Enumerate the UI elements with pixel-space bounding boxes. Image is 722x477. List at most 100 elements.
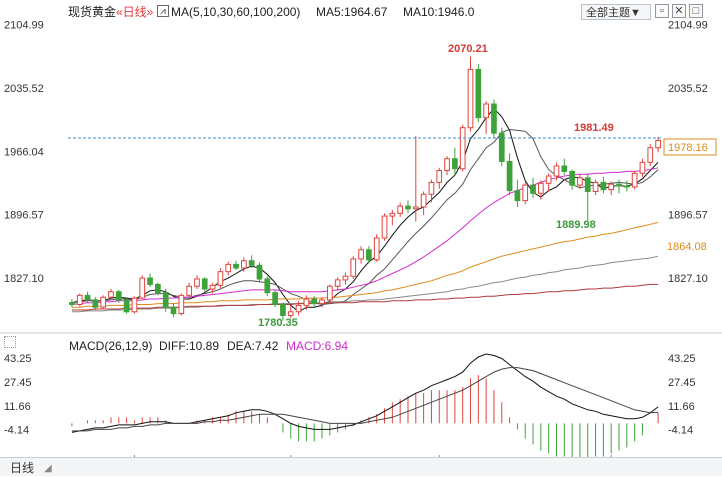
candle-body	[514, 190, 521, 202]
candle-body	[186, 285, 192, 296]
square-icon[interactable]: ▫	[655, 4, 669, 18]
candle-body	[545, 175, 552, 184]
macd-dea-value: DEA:7.42	[227, 339, 279, 353]
candle-body	[295, 304, 302, 313]
candle-body	[389, 212, 396, 217]
candle-body	[475, 68, 482, 119]
candle-body	[405, 205, 411, 210]
candlesticks	[69, 56, 661, 321]
close-x-icon[interactable]: ✕	[672, 4, 686, 18]
candle-body	[123, 299, 130, 313]
y-tick-label-left: 2104.99	[4, 20, 44, 32]
candle-body	[397, 205, 404, 214]
candle-body	[256, 264, 263, 280]
candle-body	[217, 271, 224, 286]
candle-body	[248, 260, 255, 266]
candle-body	[303, 298, 310, 306]
macd-dea-line	[71, 367, 659, 432]
ma10-value: MA10:1946.0	[403, 5, 475, 19]
candle-body	[147, 277, 153, 285]
candle-body	[553, 165, 560, 177]
candle-body	[600, 181, 607, 191]
candle-body	[444, 158, 450, 172]
y-tick-label-right: 1896.57	[668, 210, 708, 222]
candle-body	[209, 284, 216, 290]
candle-body	[366, 249, 372, 261]
current-price-box	[663, 138, 717, 156]
candle-body	[381, 215, 388, 239]
y-tick-label-left: 1966.04	[4, 146, 44, 158]
candle-body	[241, 260, 247, 269]
candle-body	[194, 278, 200, 287]
annotation-low-right: 1889.98	[556, 219, 596, 231]
ma-indicator-icon: ⩘	[157, 5, 169, 17]
ma-line-ma200	[71, 283, 659, 311]
candle-body	[639, 161, 646, 174]
candle-body	[178, 294, 185, 315]
theme-dropdown-button[interactable]: 全部主题▼	[581, 4, 651, 20]
annotation-recent-high: 1981.49	[574, 122, 614, 134]
ma-line-ma100	[71, 255, 659, 313]
macd-y-tick-label-left: 11.66	[4, 401, 31, 413]
candle-body	[623, 185, 630, 188]
tab-triangle-icon: ◢	[44, 463, 52, 474]
candle-body	[100, 296, 107, 308]
candle-body	[538, 182, 544, 194]
candle-body	[420, 193, 427, 208]
macd-y-tick-label-left: 27.45	[4, 377, 32, 389]
frame-icon[interactable]: □	[689, 4, 703, 18]
candle-body	[287, 311, 294, 316]
candle-body	[569, 170, 575, 186]
candle-body	[561, 165, 568, 172]
candle-body	[233, 263, 239, 269]
y-tick-label-left: 2035.52	[4, 83, 44, 95]
moving-average-lines	[71, 107, 659, 313]
y-tick-label-left: 1827.10	[4, 273, 44, 285]
macd-y-tick-label-left: 43.25	[4, 353, 32, 365]
candle-body	[647, 147, 654, 163]
ma-value-label: 1864.08	[667, 241, 707, 253]
candle-body	[280, 303, 286, 316]
candle-body	[201, 278, 208, 290]
candle-body	[162, 292, 169, 308]
macd-collapse-icon[interactable]	[4, 336, 16, 348]
instrument-title: 现货黄金	[68, 5, 117, 19]
annotation-low-left: 1780.35	[258, 317, 298, 329]
candle-body	[264, 278, 271, 294]
macd-y-tick-label-right: 27.45	[668, 377, 696, 389]
candle-body	[452, 158, 458, 170]
ma-label: MA(5,10,30,60,100,200)	[171, 5, 301, 19]
candle-body	[592, 181, 599, 192]
candle-body	[326, 285, 333, 301]
candle-body	[530, 184, 536, 194]
y-tick-label-left: 1896.57	[4, 210, 44, 222]
y-tick-label-right: 2035.52	[668, 83, 708, 95]
candle-body	[373, 237, 380, 261]
candle-body	[459, 127, 466, 170]
candle-body	[69, 302, 75, 305]
macd-y-tick-label-right: 11.66	[668, 401, 695, 413]
candle-body	[311, 298, 318, 305]
macd-panel	[71, 353, 659, 460]
macd-value: MACD:6.94	[286, 339, 349, 353]
candle-body	[76, 294, 83, 305]
macd-diff-value: DIFF:10.89	[159, 339, 220, 353]
candle-body	[616, 183, 622, 187]
candle-body	[584, 177, 591, 192]
candle-body	[108, 291, 114, 298]
candle-body	[225, 263, 232, 273]
candle-body	[358, 249, 364, 260]
candle-body	[506, 160, 513, 192]
candle-body	[436, 170, 443, 183]
macd-y-tick-label-right: -4.14	[668, 425, 693, 437]
candle-body	[631, 172, 638, 188]
candle-body	[608, 183, 615, 191]
period-tab[interactable]: 日线	[10, 461, 35, 475]
ma-line-ma60	[71, 222, 659, 308]
candle-body	[522, 184, 529, 202]
period-label[interactable]: «日线»	[116, 5, 154, 19]
macd-y-tick-label-left: -4.14	[4, 425, 29, 437]
ma5-value: MA5:1964.67	[316, 5, 388, 19]
candle-body	[272, 292, 278, 305]
